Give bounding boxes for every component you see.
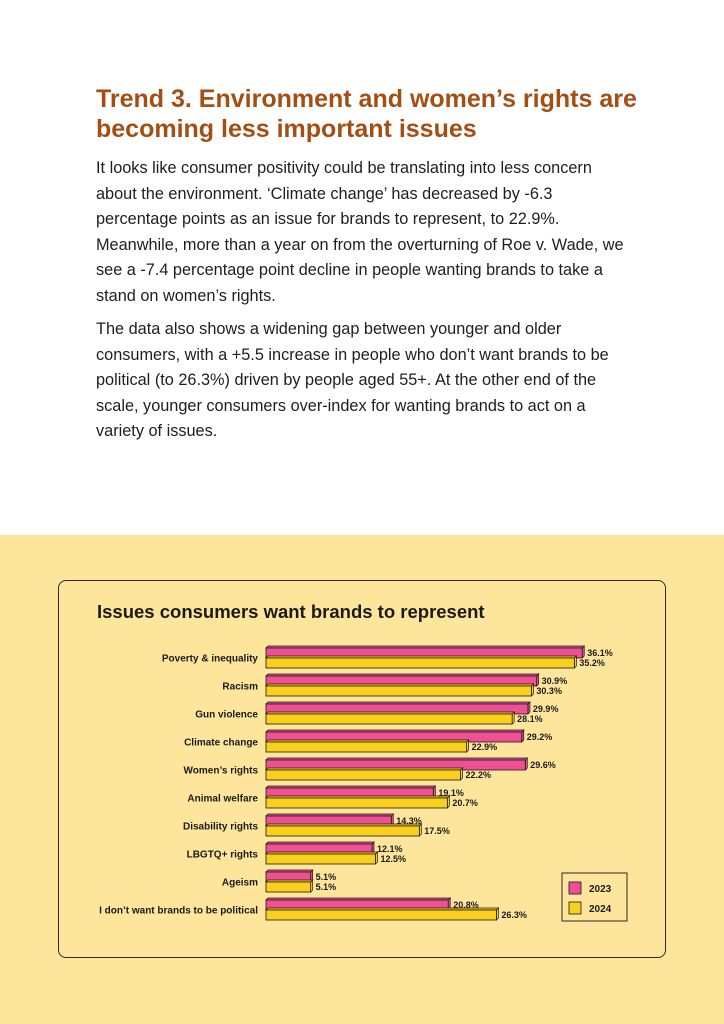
value-label-2024: 30.3% (536, 686, 562, 696)
value-label-2024: 22.9% (472, 742, 498, 752)
category-label: Disability rights (183, 822, 258, 833)
value-label-2023: 29.2% (527, 732, 553, 742)
legend-swatch-2024 (568, 901, 582, 915)
bar-2024 (265, 713, 513, 725)
category-label: Ageism (222, 878, 258, 889)
value-label-2023: 14.3% (396, 816, 422, 826)
bar-2024 (265, 797, 448, 809)
bar-2024 (265, 881, 312, 893)
body-text: It looks like consumer positivity could … (96, 156, 636, 453)
paragraph: It looks like consumer positivity could … (96, 159, 624, 305)
bar-2024 (265, 909, 497, 921)
value-label-2024: 20.7% (452, 798, 478, 808)
value-label-2024: 12.5% (381, 854, 407, 864)
value-label-2023: 29.6% (530, 760, 556, 770)
value-label-2023: 30.9% (542, 676, 568, 686)
category-label: Poverty & inequality (162, 654, 259, 665)
value-label-2024: 28.1% (517, 714, 543, 724)
value-label-2023: 19.1% (438, 788, 464, 798)
category-label: LBGTQ+ rights (187, 850, 259, 861)
legend-label-2023: 2023 (589, 884, 612, 895)
bar-2024 (265, 769, 461, 781)
chart-title: Issues consumers want brands to represen… (97, 601, 485, 622)
page-heading: Trend 3. Environment and women’s rights … (96, 85, 637, 143)
category-label: Climate change (184, 738, 258, 749)
value-label-2024: 26.3% (501, 910, 527, 920)
category-label: I don’t want brands to be political (99, 906, 258, 917)
legend-label-2024: 2024 (589, 904, 612, 915)
bar-2024 (265, 685, 532, 697)
value-label-2023: 20.8% (453, 900, 479, 910)
legend-box (561, 872, 628, 922)
bar-2024 (265, 825, 420, 837)
value-label-2024: 17.5% (424, 826, 450, 836)
value-label-2023: 12.1% (377, 844, 403, 854)
value-label-2024: 35.2% (579, 658, 605, 668)
value-label-2024: 5.1% (316, 882, 337, 892)
category-label: Racism (222, 682, 258, 693)
category-label: Animal welfare (187, 794, 258, 805)
paragraph: The data also shows a widening gap betwe… (96, 320, 609, 440)
value-label-2023: 36.1% (587, 648, 613, 658)
bar-2024 (265, 741, 468, 753)
bar-2024 (265, 853, 376, 865)
value-label-2023: 29.9% (533, 704, 559, 714)
category-label: Women’s rights (184, 766, 259, 777)
legend-swatch-2023 (568, 881, 582, 895)
chart-legend: 2023 2024 (561, 872, 628, 922)
value-label-2024: 22.2% (465, 770, 491, 780)
value-label-2023: 5.1% (316, 872, 337, 882)
bar-2024 (265, 657, 575, 669)
category-label: Gun violence (195, 710, 258, 721)
